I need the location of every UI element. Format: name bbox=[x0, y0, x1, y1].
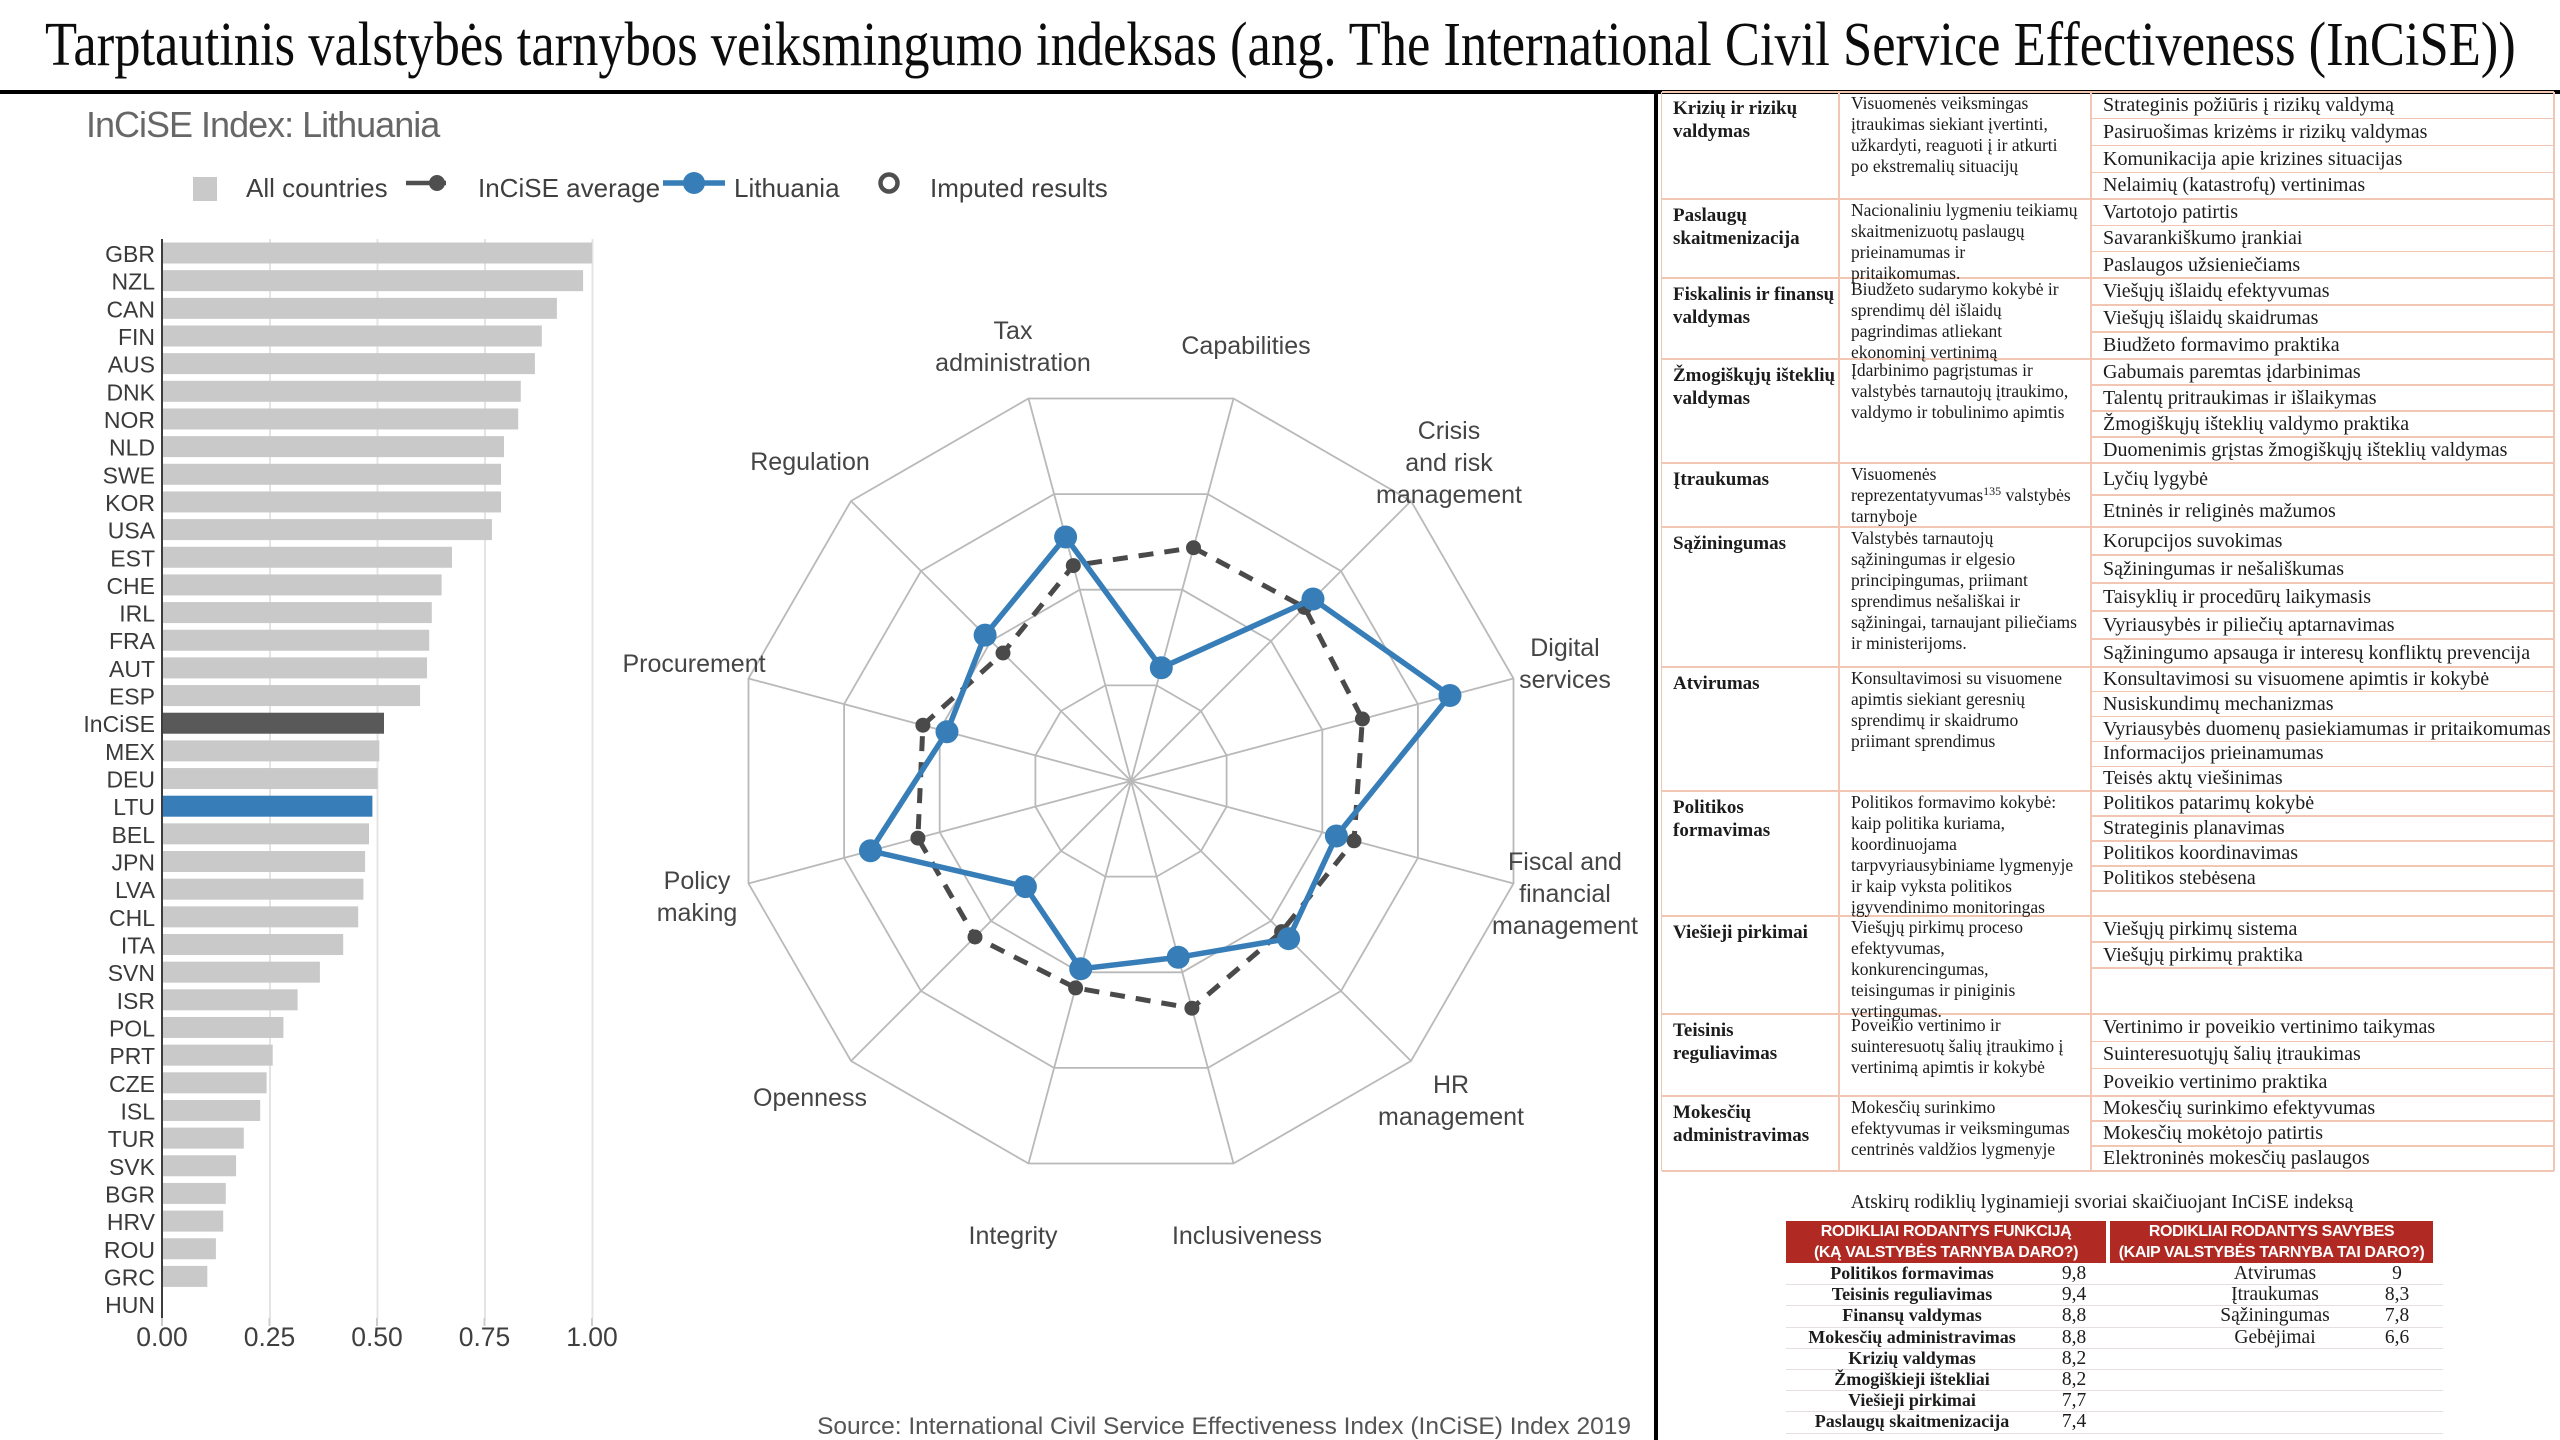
svg-text:financial: financial bbox=[1519, 880, 1611, 908]
svg-text:making: making bbox=[657, 899, 738, 927]
svg-text:Lithuania: Lithuania bbox=[734, 173, 840, 203]
svg-text:JPN: JPN bbox=[112, 850, 155, 876]
svg-text:administration: administration bbox=[935, 349, 1091, 377]
svg-text:Integrity: Integrity bbox=[969, 1222, 1058, 1250]
svg-text:SWE: SWE bbox=[103, 462, 155, 488]
svg-text:Capabilities: Capabilities bbox=[1181, 332, 1310, 360]
svg-text:Procurement: Procurement bbox=[622, 650, 765, 678]
svg-text:CHE: CHE bbox=[106, 573, 155, 599]
svg-text:ROU: ROU bbox=[104, 1237, 155, 1263]
svg-text:Policy: Policy bbox=[664, 867, 731, 895]
svg-text:AUS: AUS bbox=[108, 352, 155, 378]
svg-text:0.50: 0.50 bbox=[351, 1322, 403, 1352]
svg-text:NLD: NLD bbox=[109, 435, 155, 461]
svg-text:IRL: IRL bbox=[119, 601, 155, 627]
svg-text:and risk: and risk bbox=[1405, 449, 1493, 477]
svg-text:KOR: KOR bbox=[105, 490, 155, 516]
svg-text:0.75: 0.75 bbox=[459, 1322, 511, 1352]
svg-text:Fiscal and: Fiscal and bbox=[1508, 848, 1622, 876]
svg-text:BGR: BGR bbox=[105, 1181, 155, 1207]
svg-text:Tax: Tax bbox=[994, 317, 1033, 345]
svg-text:InCiSE Index: Lithuania: InCiSE Index: Lithuania bbox=[86, 104, 441, 145]
svg-text:CZE: CZE bbox=[109, 1071, 155, 1097]
svg-text:USA: USA bbox=[108, 518, 156, 544]
svg-text:management: management bbox=[1492, 912, 1638, 940]
svg-text:ISL: ISL bbox=[120, 1099, 155, 1125]
svg-text:FRA: FRA bbox=[109, 628, 156, 654]
svg-text:Crisis: Crisis bbox=[1418, 417, 1481, 445]
svg-text:AUT: AUT bbox=[109, 656, 155, 682]
svg-text:management: management bbox=[1376, 481, 1522, 509]
svg-text:BEL: BEL bbox=[112, 822, 156, 848]
svg-text:Regulation: Regulation bbox=[750, 448, 870, 476]
svg-text:GRC: GRC bbox=[104, 1264, 155, 1290]
svg-text:POL: POL bbox=[109, 1016, 155, 1042]
svg-text:Openness: Openness bbox=[753, 1084, 867, 1112]
svg-text:TUR: TUR bbox=[108, 1126, 155, 1152]
svg-text:ISR: ISR bbox=[117, 988, 155, 1014]
svg-text:HRV: HRV bbox=[107, 1209, 156, 1235]
svg-text:0.00: 0.00 bbox=[136, 1322, 188, 1352]
svg-text:NZL: NZL bbox=[112, 269, 156, 295]
svg-text:NOR: NOR bbox=[104, 407, 155, 433]
svg-text:SVK: SVK bbox=[109, 1154, 156, 1180]
svg-text:management: management bbox=[1378, 1103, 1524, 1131]
svg-text:ESP: ESP bbox=[109, 684, 155, 710]
svg-text:HUN: HUN bbox=[105, 1292, 155, 1318]
svg-text:FIN: FIN bbox=[118, 324, 155, 350]
svg-text:LVA: LVA bbox=[115, 877, 156, 903]
svg-text:ITA: ITA bbox=[121, 933, 156, 959]
svg-text:MEX: MEX bbox=[105, 739, 155, 765]
svg-text:PRT: PRT bbox=[109, 1043, 155, 1069]
svg-text:DEU: DEU bbox=[106, 767, 155, 793]
svg-text:CHL: CHL bbox=[109, 905, 155, 931]
svg-text:0.25: 0.25 bbox=[244, 1322, 296, 1352]
svg-text:Source: International Civil Se: Source: International Civil Service Effe… bbox=[817, 1413, 1631, 1440]
svg-text:HR: HR bbox=[1433, 1071, 1469, 1099]
svg-text:SVN: SVN bbox=[108, 960, 155, 986]
svg-text:InCiSE average: InCiSE average bbox=[478, 173, 660, 203]
svg-text:Inclusiveness: Inclusiveness bbox=[1172, 1222, 1322, 1250]
svg-text:GBR: GBR bbox=[105, 241, 155, 267]
svg-text:EST: EST bbox=[110, 545, 155, 571]
svg-text:LTU: LTU bbox=[113, 794, 155, 820]
svg-text:All countries: All countries bbox=[246, 173, 388, 203]
svg-text:Imputed results: Imputed results bbox=[930, 173, 1108, 203]
svg-text:CAN: CAN bbox=[106, 296, 155, 322]
svg-text:InCiSE: InCiSE bbox=[83, 711, 155, 737]
svg-text:services: services bbox=[1519, 666, 1611, 694]
svg-text:1.00: 1.00 bbox=[566, 1322, 618, 1352]
svg-text:Digital: Digital bbox=[1530, 634, 1599, 662]
svg-text:DNK: DNK bbox=[106, 379, 155, 405]
